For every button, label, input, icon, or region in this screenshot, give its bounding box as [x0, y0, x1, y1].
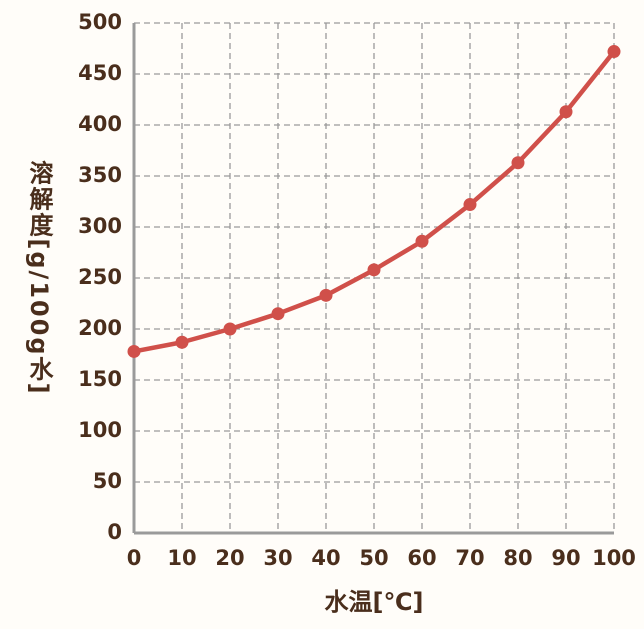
- x-tick-label: 20: [215, 546, 244, 570]
- data-point: [127, 344, 141, 358]
- y-tick-label: 500: [78, 10, 122, 34]
- x-tick-label: 10: [167, 546, 196, 570]
- y-tick-label: 200: [78, 316, 122, 340]
- data-point: [175, 335, 189, 349]
- x-tick-label: 60: [407, 546, 436, 570]
- y-tick-label: 400: [78, 112, 122, 136]
- data-point: [223, 322, 237, 336]
- y-tick-label: 250: [78, 265, 122, 289]
- x-axis-label: 水温[℃]: [325, 588, 424, 616]
- x-tick-label: 100: [592, 546, 636, 570]
- y-tick-label: 450: [78, 61, 122, 85]
- x-tick-label: 80: [503, 546, 532, 570]
- data-point: [463, 198, 477, 212]
- y-tick-label: 100: [78, 418, 122, 442]
- data-point: [511, 156, 525, 170]
- x-tick-label: 0: [127, 546, 142, 570]
- x-tick-label: 90: [551, 546, 580, 570]
- x-tick-label: 30: [263, 546, 292, 570]
- data-point: [607, 45, 621, 59]
- y-tick-label: 0: [107, 520, 122, 544]
- data-point: [415, 234, 429, 248]
- y-axis-label: 溶解度[g/100g水]: [25, 160, 53, 396]
- y-tick-label: 150: [78, 367, 122, 391]
- data-point: [319, 288, 333, 302]
- data-point: [559, 105, 573, 119]
- data-point: [367, 263, 381, 277]
- data-point: [271, 307, 285, 321]
- x-tick-label: 70: [455, 546, 484, 570]
- x-tick-label: 40: [311, 546, 340, 570]
- y-tick-label: 50: [93, 469, 122, 493]
- x-tick-label: 50: [359, 546, 388, 570]
- y-tick-label: 350: [78, 163, 122, 187]
- y-tick-label: 300: [78, 214, 122, 238]
